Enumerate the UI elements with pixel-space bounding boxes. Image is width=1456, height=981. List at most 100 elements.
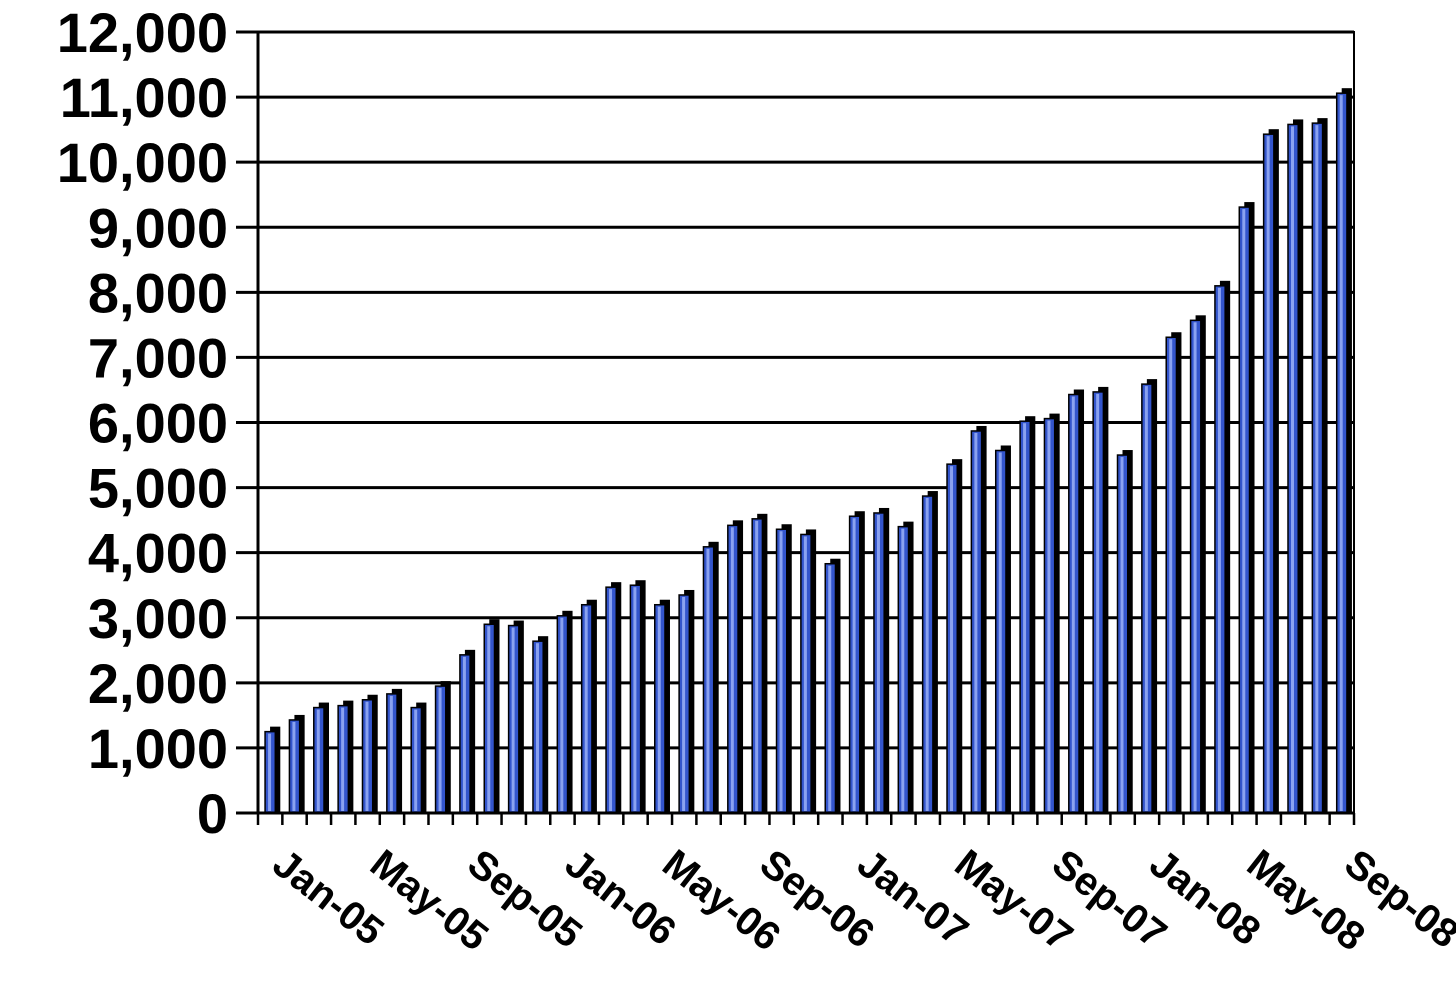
- bar-highlight: [584, 606, 588, 811]
- bar-highlight: [1217, 287, 1221, 811]
- bar: [288, 714, 305, 814]
- bar-highlight: [706, 548, 710, 811]
- bar: [702, 541, 719, 814]
- y-tick-label: 8,000: [88, 261, 228, 324]
- bar-highlight: [803, 536, 807, 811]
- bar-highlight: [876, 514, 880, 811]
- bar: [946, 459, 963, 814]
- bar: [1262, 129, 1279, 814]
- bar-highlight: [901, 528, 905, 811]
- bar: [556, 610, 573, 814]
- y-tick-labels: 01,0002,0003,0004,0005,0006,0007,0008,00…: [57, 1, 228, 845]
- bar: [1141, 379, 1158, 814]
- y-tick-label: 3,000: [88, 587, 228, 650]
- bar-highlight: [1290, 126, 1294, 811]
- y-tick-label: 7,000: [88, 326, 228, 389]
- bar-highlight: [1169, 339, 1173, 811]
- y-tick-label: 0: [197, 782, 228, 845]
- bar: [727, 520, 744, 814]
- bar: [434, 681, 451, 814]
- bar-highlight: [730, 527, 734, 811]
- bar: [1043, 413, 1060, 814]
- y-tick-label: 6,000: [88, 392, 228, 455]
- bar: [1311, 118, 1328, 814]
- bar: [921, 491, 938, 814]
- bar: [1214, 280, 1231, 814]
- bar: [337, 700, 354, 814]
- bar: [775, 524, 792, 814]
- bar-highlight: [292, 721, 296, 811]
- bar-highlight: [1071, 396, 1075, 811]
- bar-highlight: [535, 643, 539, 811]
- bar-highlight: [1193, 322, 1197, 811]
- bar: [1335, 88, 1352, 814]
- bar-highlight: [1096, 393, 1100, 811]
- bar-highlight: [1023, 423, 1027, 811]
- bar: [1165, 332, 1182, 814]
- bar-highlight: [1339, 95, 1343, 811]
- bar-highlight: [633, 587, 637, 811]
- bar: [1189, 315, 1206, 814]
- bar-highlight: [998, 452, 1002, 811]
- bar-highlight: [1266, 136, 1270, 811]
- bar-highlight: [1242, 209, 1246, 812]
- bar: [897, 521, 914, 814]
- bar: [1116, 450, 1133, 814]
- axes: [236, 30, 1356, 825]
- y-tick-label: 12,000: [57, 1, 228, 64]
- bar-highlight: [268, 733, 272, 811]
- y-tick-label: 4,000: [88, 522, 228, 585]
- y-tick-label: 5,000: [88, 457, 228, 520]
- bar-highlight: [389, 695, 393, 811]
- bar: [1287, 119, 1304, 814]
- bar: [800, 529, 817, 814]
- bar-highlight: [1315, 125, 1319, 811]
- y-tick-label: 2,000: [88, 652, 228, 715]
- bar-highlight: [609, 589, 613, 811]
- bar: [361, 694, 378, 814]
- bar-highlight: [950, 466, 954, 811]
- bar: [1068, 389, 1085, 814]
- bar-highlight: [755, 520, 759, 811]
- bar-highlight: [925, 498, 929, 811]
- bar: [1092, 386, 1109, 814]
- bar-highlight: [414, 709, 418, 811]
- bar: [751, 513, 768, 814]
- y-tick-label: 10,000: [57, 131, 228, 194]
- bar: [264, 726, 281, 814]
- bar: [410, 702, 427, 814]
- bar: [580, 599, 597, 814]
- bar: [678, 589, 695, 814]
- bar: [483, 619, 500, 814]
- bar-highlight: [1047, 420, 1051, 811]
- bar: [629, 580, 646, 814]
- x-tick-labels: Jan-05May-05Sep-05Jan-06May-06Sep-06Jan-…: [265, 841, 1456, 959]
- bar-highlight: [828, 565, 832, 811]
- bar-highlight: [365, 701, 369, 811]
- bar: [654, 599, 670, 814]
- bar: [970, 425, 987, 814]
- bar-highlight: [682, 596, 686, 811]
- bar: [824, 558, 841, 814]
- bar: [848, 511, 865, 814]
- bar: [386, 688, 403, 814]
- x-tick-label: Jan-05: [265, 841, 392, 954]
- y-tick-label: 11,000: [60, 66, 228, 129]
- bar: [605, 582, 622, 814]
- y-tick-label: 1,000: [88, 717, 228, 780]
- bars: [264, 88, 1352, 814]
- bar: [532, 636, 549, 814]
- bar-highlight: [974, 432, 978, 811]
- bar: [507, 620, 524, 814]
- bar: [873, 507, 890, 814]
- bar-highlight: [438, 688, 442, 811]
- bar-highlight: [511, 627, 515, 811]
- bar-highlight: [560, 617, 564, 811]
- bar: [313, 702, 330, 814]
- bar-highlight: [462, 656, 466, 811]
- bar-highlight: [779, 531, 783, 811]
- bar: [994, 445, 1011, 814]
- bar-highlight: [1120, 457, 1124, 811]
- bar-highlight: [341, 707, 345, 811]
